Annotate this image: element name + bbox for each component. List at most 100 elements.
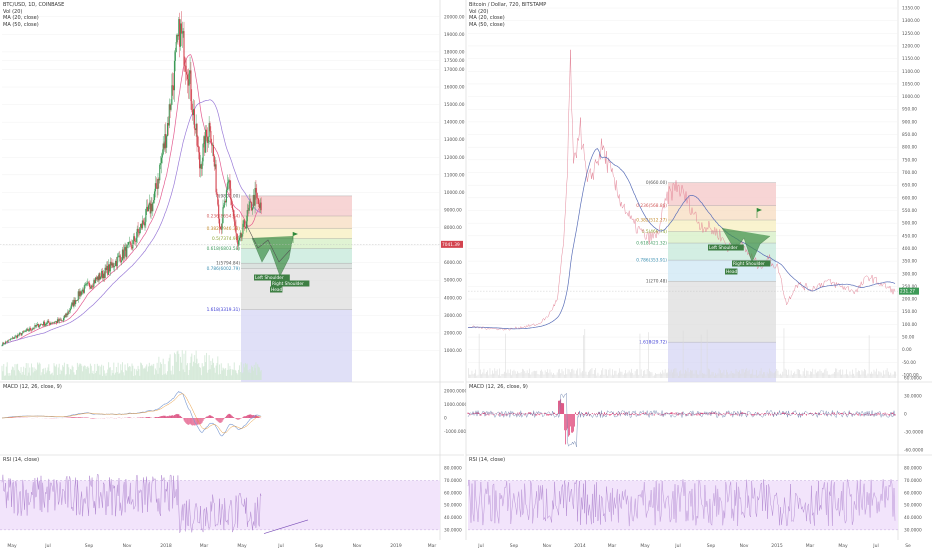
- right-left-shoulder-label: Left Shoulder: [709, 245, 738, 251]
- left-volume-bar: [254, 365, 255, 380]
- left-candle-body: [28, 331, 29, 332]
- right-volume-bar: [720, 370, 721, 378]
- left-fib-label: 0.618(6803.58): [207, 246, 241, 252]
- right-macd-hist: [658, 414, 659, 415]
- left-volume-bar: [89, 374, 90, 380]
- left-macd-hist: [158, 417, 159, 418]
- left-volume-bar: [39, 363, 40, 380]
- right-volume-bar: [660, 372, 661, 378]
- right-volume-bar: [634, 375, 635, 378]
- right-volume-bar: [626, 373, 627, 378]
- left-volume-bar: [97, 364, 98, 380]
- left-macd-hist: [249, 414, 250, 418]
- right-volume-bar: [544, 375, 545, 378]
- right-volume-bar: [834, 372, 835, 378]
- left-volume-bar: [121, 370, 122, 380]
- right-volume-bar: [803, 371, 804, 378]
- left-macd-hist: [93, 418, 94, 419]
- left-price-badge: 7041.39: [442, 242, 460, 248]
- left-volume-bar: [258, 367, 259, 380]
- left-candle-body: [226, 190, 227, 202]
- left-volume-bar: [169, 358, 170, 380]
- right-macd-tick: -30.0000: [904, 430, 924, 436]
- left-volume-bar: [239, 365, 240, 380]
- left-price-tick: 16000.00: [444, 85, 465, 91]
- left-volume-bar: [78, 367, 79, 380]
- right-macd-hist: [615, 414, 616, 415]
- left-volume-bar: [112, 370, 113, 380]
- right-fib-label: 0(660.00): [646, 180, 667, 186]
- left-volume-bar: [256, 375, 257, 380]
- left-candle-body: [228, 182, 229, 183]
- left-macd-hist: [221, 418, 222, 423]
- left-volume-bar: [15, 375, 16, 380]
- left-macd-hist: [172, 415, 173, 418]
- left-volume-bar: [91, 366, 92, 380]
- left-volume-bar: [142, 365, 143, 380]
- right-volume-bar: [533, 371, 534, 378]
- right-volume-bar: [478, 375, 479, 378]
- left-volume-bar: [219, 365, 220, 380]
- right-volume-bar: [856, 368, 857, 378]
- left-volume-bar: [83, 366, 84, 380]
- right-volume-bar: [772, 372, 773, 378]
- left-candle-body: [131, 243, 132, 247]
- left-candle-body: [127, 245, 128, 246]
- right-volume-bar: [742, 369, 743, 378]
- right-macd-hist: [548, 414, 549, 416]
- left-volume-bar: [27, 376, 28, 380]
- right-volume-bar: [709, 369, 710, 378]
- left-volume-bar: [227, 370, 228, 380]
- left-volume-bar: [93, 374, 94, 380]
- left-candle-body: [239, 238, 240, 241]
- left-volume-bar: [88, 368, 89, 380]
- right-volume-bar: [661, 374, 662, 378]
- right-volume-bar: [562, 369, 563, 378]
- left-volume-bar: [80, 364, 81, 380]
- left-macd-tick: 0: [444, 416, 447, 422]
- left-volume-bar: [230, 369, 231, 380]
- right-volume-bar: [504, 372, 505, 378]
- left-volume-bar: [46, 373, 47, 380]
- left-volume-bar: [118, 363, 119, 380]
- left-volume-bar: [87, 366, 88, 380]
- left-volume-bar: [66, 374, 67, 380]
- left-volume-bar: [47, 370, 48, 380]
- left-macd-hist: [178, 414, 179, 418]
- right-volume-bar: [670, 372, 671, 378]
- right-volume-bar: [558, 369, 559, 378]
- right-macd-hist: [889, 414, 890, 416]
- left-volume-bar: [23, 367, 24, 380]
- left-macd-hist: [76, 417, 77, 418]
- right-volume-bar: [722, 373, 723, 378]
- right-macd-hist: [605, 414, 606, 415]
- left-macd-hist: [240, 418, 241, 419]
- right-time-tick: Nov: [740, 543, 749, 549]
- right-volume-bar: [715, 373, 716, 378]
- left-volume-bar: [35, 369, 36, 380]
- right-right-shoulder-label: Right Shoulder: [733, 261, 765, 267]
- right-volume-bar: [618, 373, 619, 378]
- right-macd-hist: [745, 413, 746, 414]
- left-macd-hist: [248, 415, 249, 418]
- right-volume-bar: [520, 373, 521, 378]
- left-macd-hist: [251, 415, 252, 418]
- right-volume-bar: [496, 371, 497, 378]
- left-volume-bar: [236, 371, 237, 380]
- right-volume-bar: [598, 373, 599, 378]
- left-volume-bar: [41, 372, 42, 380]
- right-time-tick: Sep: [510, 543, 519, 549]
- right-volume-bar: [684, 374, 685, 378]
- right-price-tick: 1200.00: [902, 43, 920, 49]
- right-volume-bar: [552, 375, 553, 378]
- right-volume-bar: [498, 375, 499, 378]
- left-volume-bar: [174, 353, 175, 380]
- left-volume-bar: [191, 354, 192, 380]
- right-volume-bar: [606, 369, 607, 378]
- left-macd-hist: [74, 417, 75, 418]
- left-volume-bar: [13, 367, 14, 380]
- right-volume-bar: [890, 373, 891, 378]
- right-volume-bar: [769, 369, 770, 378]
- left-volume-bar: [240, 372, 241, 380]
